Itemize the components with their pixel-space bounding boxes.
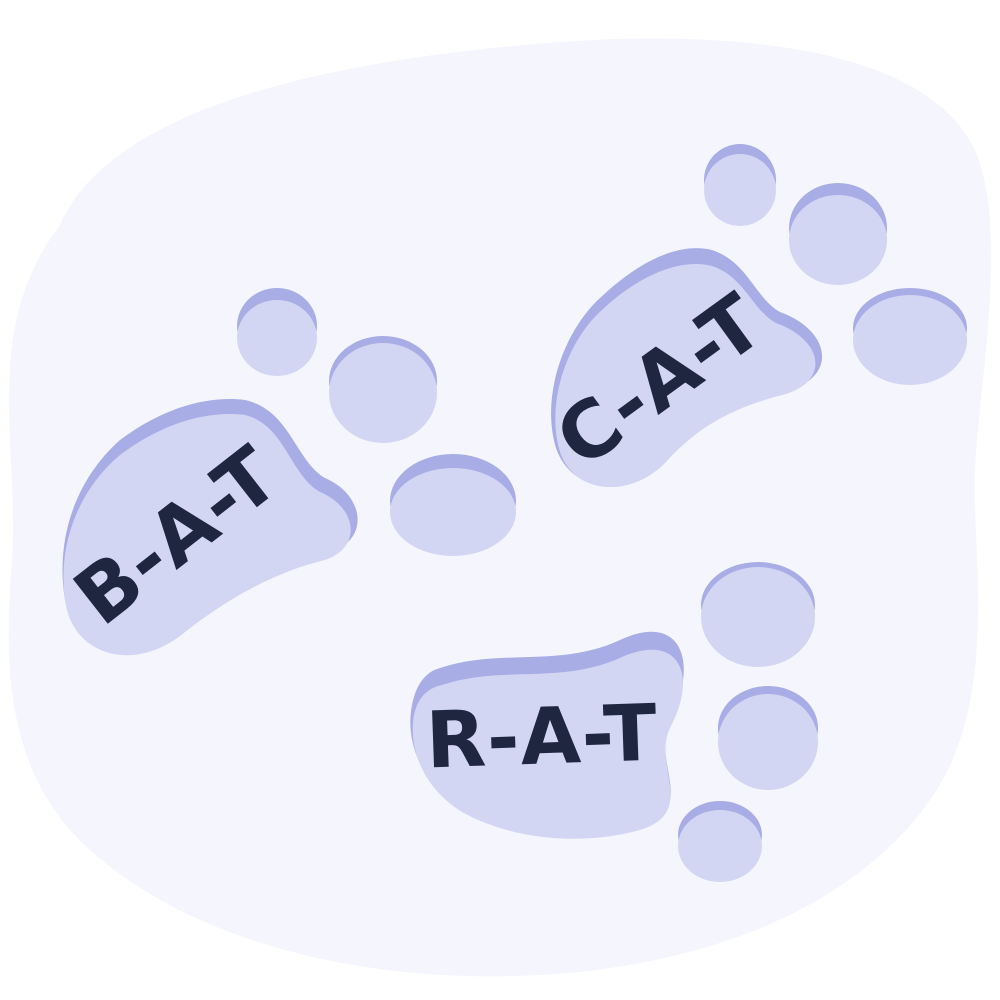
toe-group	[678, 562, 818, 882]
toe-group	[237, 288, 516, 556]
word-label: R-A-T	[424, 688, 659, 786]
toe	[718, 694, 818, 790]
toe	[704, 154, 776, 226]
toe	[853, 295, 967, 385]
toe	[390, 468, 516, 556]
sole	[63, 414, 351, 656]
footprint-bat: B-A-T	[58, 288, 516, 656]
toe	[678, 810, 762, 882]
toe-group	[704, 144, 967, 385]
toe	[329, 343, 437, 443]
toe	[789, 195, 887, 285]
sole	[412, 649, 683, 839]
toe	[237, 300, 317, 376]
toe	[701, 567, 815, 667]
sole	[555, 263, 816, 488]
footprint-rat: R-A-T	[410, 562, 818, 882]
